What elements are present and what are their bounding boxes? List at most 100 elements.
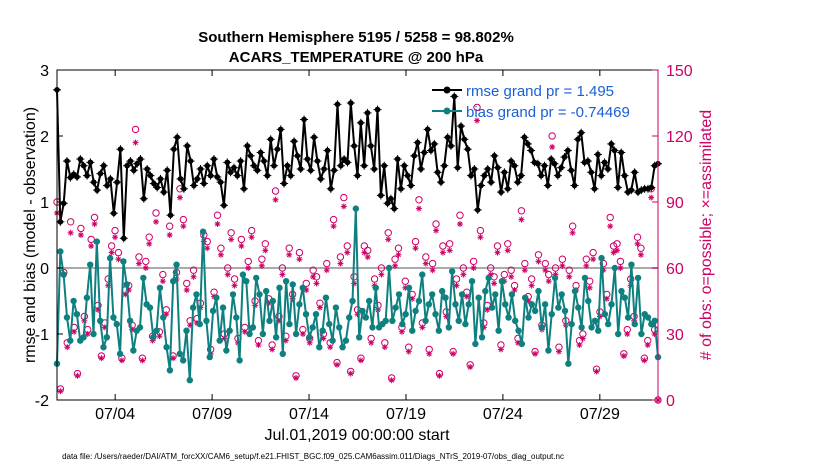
- obs-assimilated-marker: [576, 342, 583, 348]
- rmse-series-point: [320, 165, 329, 173]
- rmse-series-point: [500, 168, 509, 177]
- rmse-series-point: [243, 141, 252, 150]
- rmse-series-point: [483, 165, 492, 173]
- obs-possible-marker: [237, 235, 246, 244]
- rmse-series-point: [376, 191, 385, 200]
- bias-series-point: [578, 324, 585, 331]
- rmse-series-point: [430, 139, 439, 148]
- rmse-series-point: [219, 201, 228, 210]
- obs-assimilated-marker: [549, 144, 556, 150]
- obs-possible-marker: [244, 257, 252, 266]
- obs-possible-marker: [473, 103, 481, 112]
- rmse-series-point: [256, 148, 265, 157]
- bias-series-point: [515, 327, 522, 334]
- bias-series-point: [173, 261, 180, 268]
- rmse-series-point: [223, 158, 232, 167]
- obs-assimilated-marker: [347, 370, 354, 377]
- obs-assimilated-marker: [456, 221, 463, 227]
- y-axis-label-right: # of obs: o=possible; ×=assimilated: [698, 110, 715, 360]
- y-tick-label-right: 120: [666, 129, 693, 146]
- obs-possible-marker: [189, 266, 198, 274]
- bias-series-point: [604, 320, 612, 328]
- rmse-series-point: [109, 209, 118, 218]
- obs-assimilated-marker: [135, 260, 142, 267]
- obs-assimilated-marker: [323, 267, 330, 274]
- rmse-series-point: [597, 171, 606, 180]
- bias-series-point: [472, 340, 479, 348]
- x-axis-label: Jul.01,2019 00:00:00 start: [264, 427, 450, 444]
- rmse-series-point: [273, 145, 282, 154]
- rmse-series-point: [570, 181, 579, 190]
- rmse-series-point: [169, 145, 178, 154]
- rmse-series-point: [333, 100, 342, 109]
- bias-series-point: [518, 340, 526, 348]
- bias-series-point: [239, 271, 247, 278]
- obs-assimilated-marker: [231, 282, 238, 289]
- rmse-series-point: [323, 146, 332, 155]
- bias-series-point: [279, 350, 286, 357]
- bias-series-point: [634, 274, 642, 282]
- rmse-series-point: [467, 171, 476, 180]
- obs-assimilated-marker: [108, 249, 115, 256]
- bias-series-point: [113, 320, 120, 328]
- obs-assimilated-marker: [57, 388, 64, 395]
- bias-series-point: [153, 327, 160, 334]
- obs-assimilated-marker: [378, 271, 385, 278]
- rmse-series-point: [477, 181, 486, 190]
- obs-possible-marker: [582, 255, 590, 263]
- obs-assimilated-marker: [183, 287, 190, 293]
- rmse-series-point: [537, 171, 546, 180]
- obs-assimilated-marker: [361, 249, 368, 256]
- x-tick-label: 07/29: [580, 406, 620, 423]
- rmse-series-point: [290, 137, 299, 146]
- obs-assimilated-marker: [64, 344, 71, 351]
- bias-series-point: [206, 353, 213, 361]
- obs-possible-marker: [456, 211, 464, 219]
- obs-possible-marker: [370, 275, 379, 283]
- obs-assimilated-marker: [491, 280, 498, 287]
- obs-assimilated-marker: [460, 271, 467, 278]
- rmse-series-point: [313, 157, 322, 166]
- obs-possible-marker: [329, 215, 338, 224]
- rmse-series-point: [199, 179, 208, 188]
- obs-assimilated-marker: [467, 364, 474, 370]
- rmse-series-point: [79, 161, 88, 170]
- obs-assimilated-marker: [98, 355, 105, 362]
- obs-assimilated-marker: [545, 278, 552, 285]
- obs-assimilated-marker: [132, 139, 139, 146]
- bias-series-point: [631, 320, 638, 328]
- bias-series-point: [412, 307, 419, 315]
- obs-possible-marker: [261, 240, 270, 248]
- obs-possible-marker: [135, 253, 143, 261]
- obs-assimilated-marker: [310, 273, 317, 280]
- rmse-series-point: [353, 171, 362, 180]
- obs-assimilated-marker: [327, 344, 334, 351]
- rmse-series-point: [550, 159, 559, 168]
- obs-possible-marker: [469, 257, 478, 266]
- rmse-series-point: [587, 168, 596, 177]
- bias-series-point: [282, 278, 290, 285]
- obs-possible-marker: [633, 233, 642, 241]
- rmse-series-point: [326, 184, 335, 193]
- rmse-series-point: [593, 150, 602, 159]
- bias-series-point: [445, 324, 453, 331]
- obs-assimilated-marker: [166, 232, 173, 238]
- rmse-series-point: [450, 92, 459, 101]
- obs-assimilated-marker: [299, 331, 306, 337]
- obs-possible-marker: [227, 229, 235, 237]
- bias-series-point: [545, 347, 552, 354]
- obs-assimilated-marker: [71, 328, 78, 335]
- bias-series-point: [292, 330, 300, 338]
- bias-series-point: [236, 357, 243, 364]
- rmse-series-point: [276, 125, 285, 134]
- bias-series-point: [100, 344, 107, 351]
- bias-series-point: [70, 297, 77, 305]
- obs-assimilated-marker: [88, 243, 95, 249]
- rmse-series-point: [260, 157, 269, 166]
- obs-assimilated-marker: [641, 357, 648, 364]
- rmse-series-point: [366, 141, 375, 150]
- bias-series-point: [209, 307, 217, 315]
- obs-assimilated-marker: [340, 203, 347, 210]
- rmse-series-point: [216, 178, 225, 187]
- rmse-series-point: [56, 217, 65, 226]
